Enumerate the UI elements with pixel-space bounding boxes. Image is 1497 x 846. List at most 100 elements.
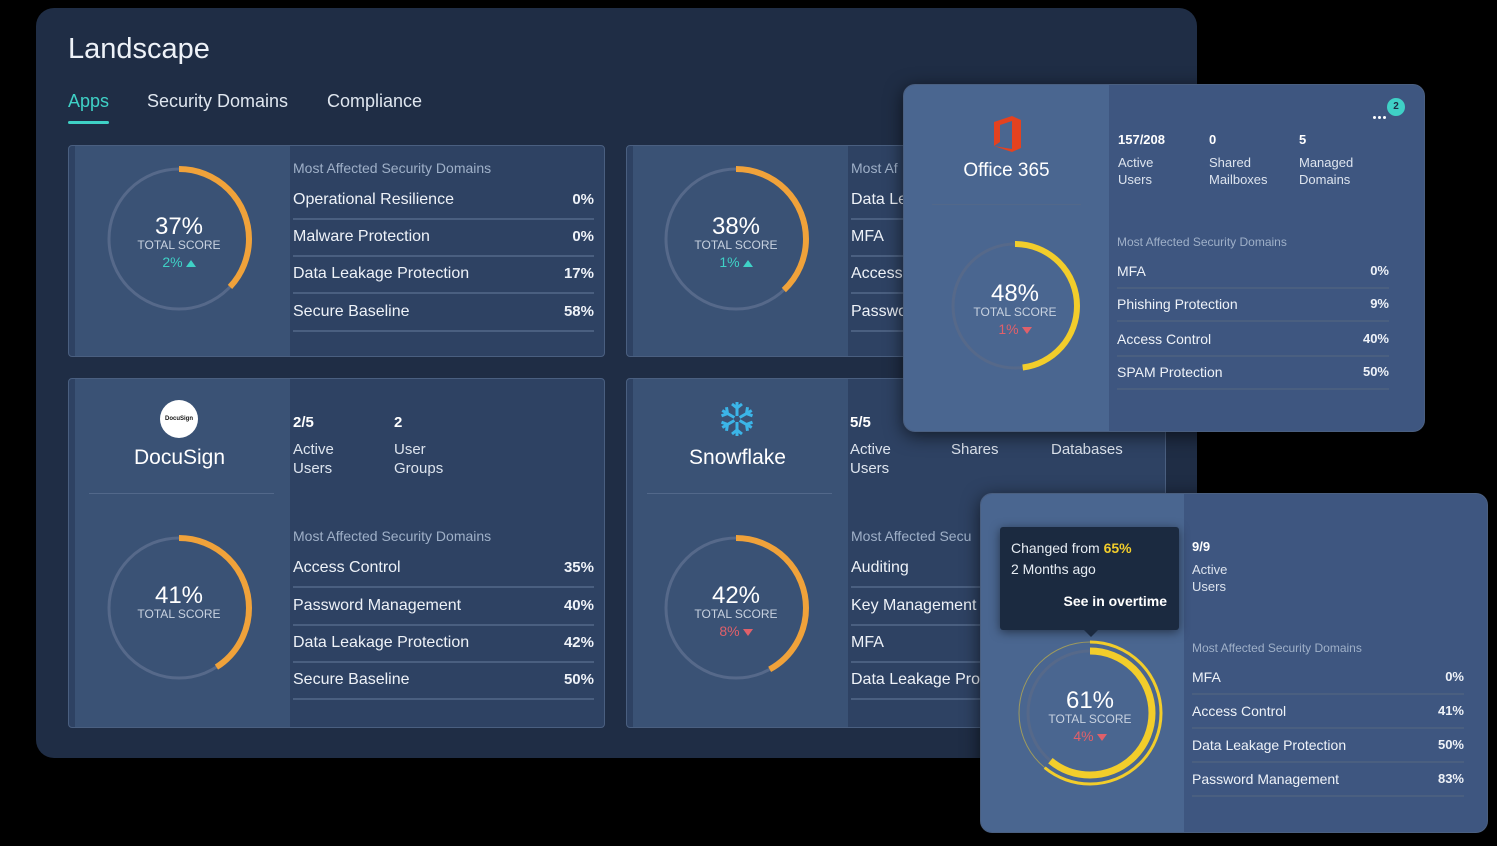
divider bbox=[932, 204, 1081, 205]
domains-title: Most Affected Secu bbox=[851, 528, 972, 544]
stat-label: User Groups bbox=[394, 441, 444, 477]
stat-value: 5/5 bbox=[850, 414, 871, 431]
domain-name: Secure Baseline bbox=[293, 671, 410, 688]
score-caption: TOTAL SCORE bbox=[137, 238, 221, 252]
delta-value: 4% bbox=[1073, 728, 1094, 744]
domain-value: 50% bbox=[1362, 364, 1389, 379]
menu-dot bbox=[1383, 116, 1386, 119]
row-divider bbox=[1117, 355, 1389, 357]
logo-stroke bbox=[738, 419, 754, 432]
stat-label: Shares bbox=[951, 441, 999, 458]
score-delta: 1% bbox=[935, 321, 1095, 337]
score-value: 48% bbox=[990, 280, 1040, 307]
delta-arrow bbox=[185, 259, 196, 267]
score-panel bbox=[633, 146, 848, 356]
app-name: Office 365 bbox=[963, 160, 1050, 181]
domain-name: Data Leakage Protection bbox=[293, 265, 470, 282]
domain-name: Malware Protection bbox=[293, 228, 430, 245]
stat-label: Active Users bbox=[1118, 155, 1154, 187]
score-gauge bbox=[950, 241, 1080, 371]
delta-arrow bbox=[742, 628, 753, 636]
domains-title: Most Af bbox=[851, 160, 898, 176]
score-gauge bbox=[1017, 640, 1163, 786]
logo-spoke bbox=[720, 406, 736, 419]
domain-name: MFA bbox=[851, 228, 884, 245]
row-divider bbox=[293, 292, 594, 294]
row-divider bbox=[293, 661, 594, 663]
tooltip-link[interactable]: See in overtime bbox=[1063, 593, 1168, 609]
row-divider bbox=[1117, 320, 1389, 322]
score-value: 38% bbox=[711, 213, 761, 240]
domains-title: Most Affected Security Domains bbox=[1117, 235, 1287, 249]
tab[interactable]: Security Domains bbox=[147, 91, 289, 111]
score-caption: TOTAL SCORE bbox=[1048, 712, 1132, 726]
stat-label: Managed Domains bbox=[1299, 155, 1354, 187]
domain-name: Access Control bbox=[1117, 331, 1212, 347]
domain-value: 0% bbox=[572, 191, 594, 208]
gauge-arc bbox=[1024, 647, 1156, 779]
domain-name: Password Management bbox=[293, 597, 462, 614]
app-card: 48% TOTAL SCORE 1% Office 365 2 157/208 Active… bbox=[903, 84, 1425, 432]
domain-name: MFA bbox=[1192, 669, 1221, 685]
domain-value: 58% bbox=[563, 303, 594, 320]
domain-name: Access Control bbox=[1192, 703, 1287, 719]
menu-dot bbox=[1373, 116, 1376, 119]
domains-title: Most Affected Security Domains bbox=[293, 160, 492, 176]
delta-value: 2% bbox=[162, 254, 183, 270]
score-delta: 8% bbox=[656, 623, 816, 639]
logo-stroke bbox=[731, 422, 743, 436]
delta-value: 1% bbox=[719, 254, 740, 270]
tab-underline bbox=[68, 121, 109, 124]
gauge-track-outer bbox=[1018, 641, 1162, 785]
score-delta: 2% bbox=[99, 254, 259, 270]
tooltip-pointer bbox=[1084, 630, 1098, 637]
stat-label: Databases bbox=[1051, 441, 1123, 458]
score-value: 37% bbox=[154, 213, 204, 240]
tab[interactable]: Compliance bbox=[327, 91, 423, 111]
logo-stroke bbox=[738, 406, 754, 419]
logo-spoke bbox=[731, 422, 743, 436]
tooltip: Changed from 65% 2 Months ago See in overt… bbox=[1000, 527, 1179, 637]
logo-spoke bbox=[738, 419, 754, 432]
domain-name: Phishing Protection bbox=[1117, 296, 1238, 312]
app-logo: DocuSign bbox=[160, 400, 198, 438]
gauge-arc bbox=[663, 535, 809, 681]
row-divider bbox=[1192, 693, 1464, 695]
domain-value: 50% bbox=[563, 671, 594, 688]
delta-value: 1% bbox=[998, 321, 1019, 337]
logo-stroke bbox=[720, 406, 736, 419]
domain-name: Data Leakage Prot bbox=[851, 671, 985, 688]
domain-name: Operational Resilience bbox=[293, 191, 454, 208]
row-divider bbox=[293, 698, 594, 700]
stat-label: Shared Mailboxes bbox=[1209, 155, 1268, 187]
domain-value: 9% bbox=[1370, 296, 1389, 311]
score-caption: TOTAL SCORE bbox=[973, 305, 1057, 319]
domains-title: Most Affected Security Domains bbox=[1192, 641, 1362, 655]
tooltip-subtext: 2 Months ago bbox=[1011, 561, 1096, 577]
domain-name: MFA bbox=[851, 634, 884, 651]
divider bbox=[89, 493, 274, 494]
score-gauge bbox=[106, 166, 252, 312]
domain-name: Data Le bbox=[851, 191, 908, 208]
delta-value: 8% bbox=[719, 623, 740, 639]
stat-label: Active Users bbox=[850, 441, 891, 477]
stat-value: 9/9 bbox=[1192, 539, 1211, 554]
menu-dot bbox=[1378, 116, 1381, 119]
menu-badge[interactable]: 2 bbox=[1387, 98, 1405, 116]
divider bbox=[647, 493, 832, 494]
domain-value: 41% bbox=[1437, 703, 1464, 718]
delta-arrow bbox=[1021, 326, 1032, 334]
page-title: Landscape bbox=[68, 33, 210, 65]
stat-value: 5 bbox=[1299, 132, 1307, 147]
score-gauge bbox=[663, 166, 809, 312]
score-value: 41% bbox=[154, 582, 204, 609]
domain-name: Key Management bbox=[851, 597, 977, 614]
stat-value: 2 bbox=[394, 414, 403, 431]
logo-spoke bbox=[720, 419, 736, 432]
score-panel bbox=[904, 85, 1109, 431]
domain-value: 50% bbox=[1437, 737, 1464, 752]
domain-value: 83% bbox=[1437, 771, 1464, 786]
tab[interactable]: Apps bbox=[68, 91, 110, 111]
domain-name: Data Leakage Protection bbox=[293, 634, 470, 651]
row-divider bbox=[1192, 727, 1464, 729]
